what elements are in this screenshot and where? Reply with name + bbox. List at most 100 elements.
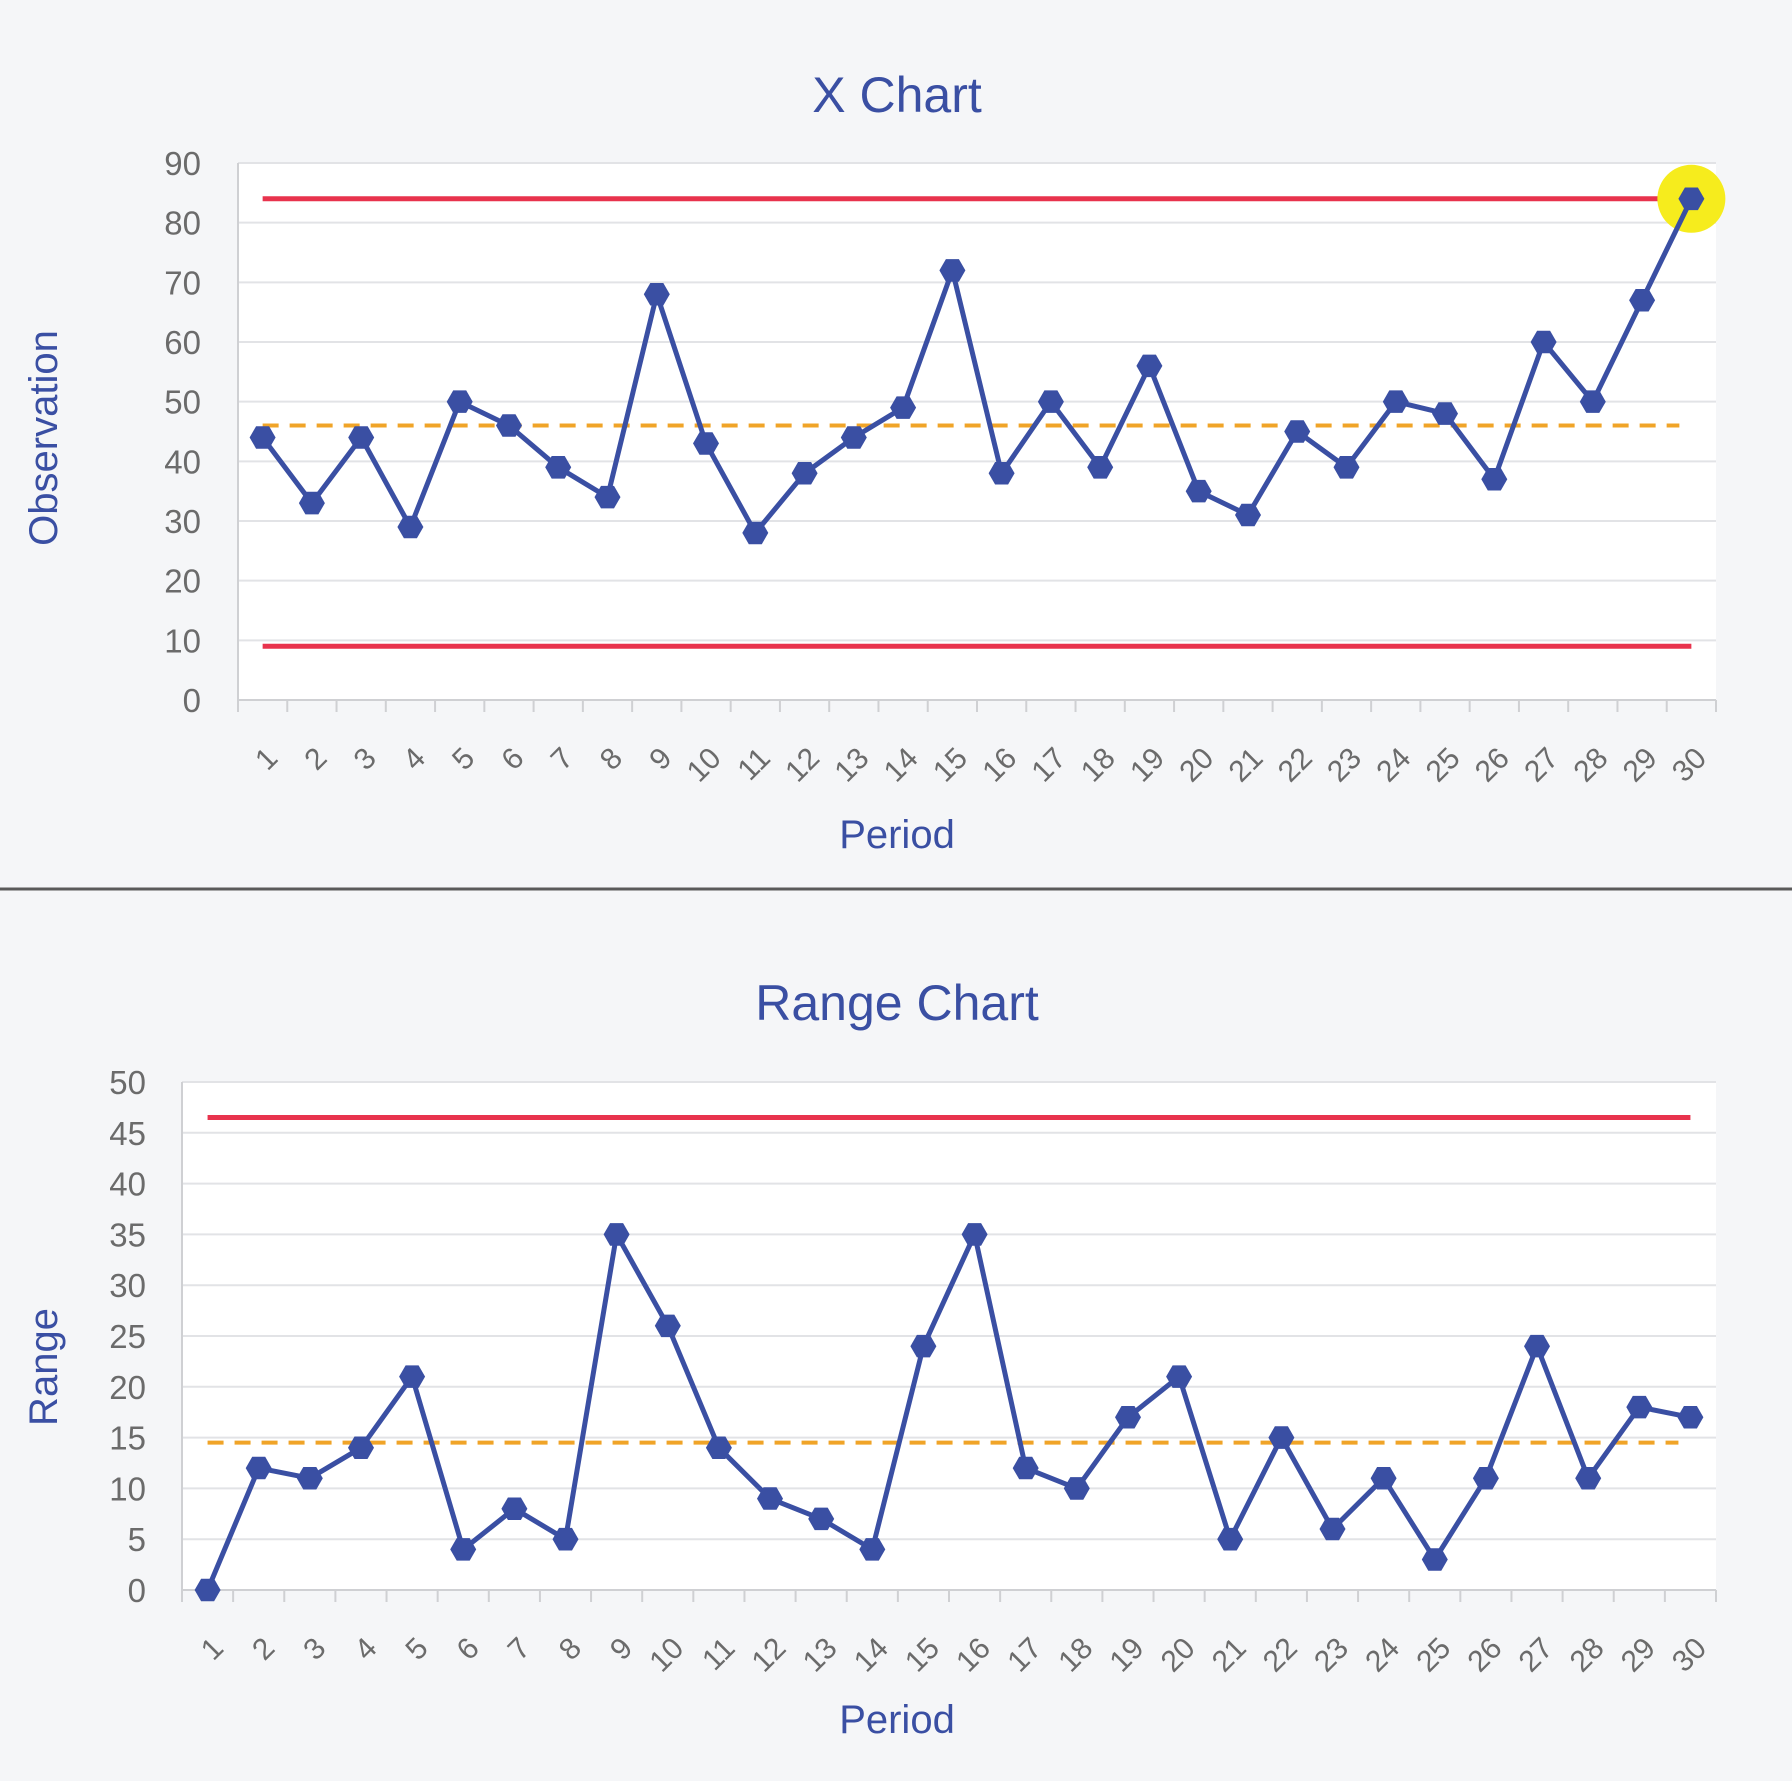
range-chart-data-point[interactable] [450, 1538, 477, 1561]
range-chart-xtick-label: 17 [1001, 1632, 1048, 1679]
range-chart-ylabel: Range [22, 1308, 66, 1426]
x-chart-data-point[interactable] [545, 456, 572, 479]
x-chart-data-point[interactable] [1333, 456, 1360, 479]
range-chart-data-point[interactable] [1370, 1467, 1397, 1490]
range-chart-data-point[interactable] [1115, 1406, 1141, 1429]
range-chart-data-point[interactable] [808, 1507, 835, 1531]
range-chart-series-line [205, 1231, 1691, 1591]
x-chart-plot-area [238, 163, 1716, 700]
range-chart-data-point[interactable] [1268, 1426, 1295, 1449]
x-chart-xtick-label: 2 [298, 742, 333, 777]
range-chart-data-point[interactable] [910, 1334, 937, 1358]
range-chart-ytick-label: 10 [109, 1470, 146, 1507]
range-chart-data-point[interactable] [1421, 1548, 1448, 1571]
x-chart-xtick-label: 15 [927, 742, 974, 789]
range-chart-data-point[interactable] [1012, 1456, 1039, 1480]
x-chart-data-point[interactable] [1136, 354, 1163, 378]
x-chart-xtick-label: 13 [829, 742, 876, 789]
x-chart-data-point[interactable] [446, 390, 473, 413]
range-chart: Range Chart Period Range 051015202530354… [22, 975, 1717, 1742]
x-chart-xtick-label: 16 [976, 742, 1023, 789]
range-chart-data-point[interactable] [757, 1487, 783, 1510]
range-chart-data-point[interactable] [1063, 1477, 1090, 1500]
range-chart-ytick-label: 50 [109, 1064, 146, 1101]
x-chart-data-point[interactable] [890, 396, 917, 419]
x-chart-data-point[interactable] [1185, 479, 1212, 503]
x-chart-data-point[interactable] [791, 462, 818, 485]
x-chart-data-point[interactable] [1382, 390, 1409, 413]
x-chart-xtick-label: 12 [779, 742, 826, 789]
x-chart-data-point[interactable] [1037, 390, 1064, 413]
range-chart-xtick-label: 2 [246, 1632, 281, 1667]
x-chart-data-point[interactable] [348, 426, 375, 449]
range-chart-data-point[interactable] [1217, 1527, 1244, 1551]
x-chart-data-point[interactable] [693, 432, 719, 455]
range-chart-xtick-label: 15 [899, 1632, 946, 1679]
x-chart-ytick-label: 80 [164, 205, 201, 242]
range-chart-xtick-label: 13 [797, 1632, 844, 1679]
range-chart-data-point[interactable] [1575, 1467, 1602, 1490]
x-chart-data-point[interactable] [1579, 390, 1606, 413]
x-chart-data-point[interactable] [939, 259, 966, 282]
range-chart-data-point[interactable] [1677, 1406, 1704, 1429]
x-chart-ytick-label: 60 [164, 324, 201, 361]
range-chart-ytick-label: 0 [128, 1572, 146, 1609]
x-chart-data-point[interactable] [742, 521, 769, 545]
range-chart-xtick-label: 29 [1615, 1632, 1662, 1679]
x-chart-xtick-label: 19 [1124, 742, 1171, 789]
range-chart-data-point[interactable] [552, 1527, 579, 1551]
range-chart-data-point[interactable] [859, 1538, 886, 1561]
range-chart-data-point[interactable] [501, 1497, 528, 1521]
x-chart-ytick-label: 40 [164, 443, 201, 480]
x-chart-data-point[interactable] [1432, 402, 1458, 425]
range-chart-data-point[interactable] [245, 1456, 272, 1480]
range-chart-data-point[interactable] [1472, 1467, 1499, 1490]
x-chart-data-point[interactable] [1235, 503, 1261, 527]
range-chart-xtick-label: 27 [1513, 1632, 1560, 1679]
range-chart-data-point[interactable] [194, 1578, 221, 1602]
x-chart-data-point[interactable] [594, 485, 621, 509]
x-chart-data-point[interactable] [249, 426, 276, 449]
range-chart-ytick-label: 25 [109, 1318, 146, 1355]
range-chart-ytick-label: 20 [109, 1369, 146, 1406]
x-chart-xtick-label: 10 [681, 742, 728, 789]
x-chart-data-point[interactable] [1678, 187, 1705, 211]
range-chart-ytick-label: 35 [109, 1216, 146, 1253]
range-chart-data-point[interactable] [399, 1365, 426, 1388]
x-chart-data-point[interactable] [643, 283, 670, 306]
range-chart-data-point[interactable] [348, 1436, 374, 1460]
range-chart-data-point[interactable] [296, 1467, 323, 1490]
x-chart-data-point[interactable] [988, 462, 1015, 485]
x-chart-xtick-label: 8 [594, 742, 629, 777]
range-chart-xtick-label: 5 [400, 1632, 435, 1667]
range-chart-data-point[interactable] [1524, 1334, 1550, 1358]
x-chart-data-point[interactable] [840, 426, 867, 449]
x-chart-xtick-label: 14 [878, 742, 925, 789]
range-chart-data-point[interactable] [961, 1223, 988, 1246]
range-chart-data-point[interactable] [705, 1436, 732, 1460]
x-chart-xtick-label: 22 [1272, 742, 1319, 789]
x-chart-data-point[interactable] [1530, 330, 1557, 354]
range-chart-xtick-label: 11 [696, 1632, 741, 1677]
range-chart-data-point[interactable] [1319, 1517, 1346, 1541]
x-chart-data-point[interactable] [1087, 456, 1114, 479]
x-chart-ytick-label: 0 [183, 682, 201, 719]
x-chart: X Chart Period Observation 0 10 20 30 40 50 60… [22, 67, 1726, 857]
x-chart-data-point[interactable] [298, 491, 325, 515]
x-chart-data-point[interactable] [496, 414, 522, 437]
range-chart-data-point[interactable] [1626, 1395, 1653, 1419]
x-chart-data-point[interactable] [1481, 468, 1508, 491]
x-chart-xlabel: Period [839, 813, 955, 857]
range-chart-ytick-label: 15 [109, 1420, 146, 1457]
range-chart-xtick-label: 7 [502, 1632, 537, 1667]
range-chart-data-point[interactable] [603, 1223, 630, 1246]
x-chart-data-point[interactable] [397, 515, 424, 539]
x-chart-data-point[interactable] [1284, 420, 1311, 443]
range-chart-xtick-label: 3 [297, 1632, 332, 1667]
range-chart-xtick-label: 22 [1257, 1632, 1304, 1679]
range-chart-data-point[interactable] [654, 1314, 681, 1338]
x-chart-xtick-label: 20 [1173, 742, 1220, 789]
x-chart-xtick-label: 7 [545, 742, 580, 777]
x-chart-data-point[interactable] [1629, 289, 1656, 312]
range-chart-data-point[interactable] [1166, 1365, 1193, 1388]
